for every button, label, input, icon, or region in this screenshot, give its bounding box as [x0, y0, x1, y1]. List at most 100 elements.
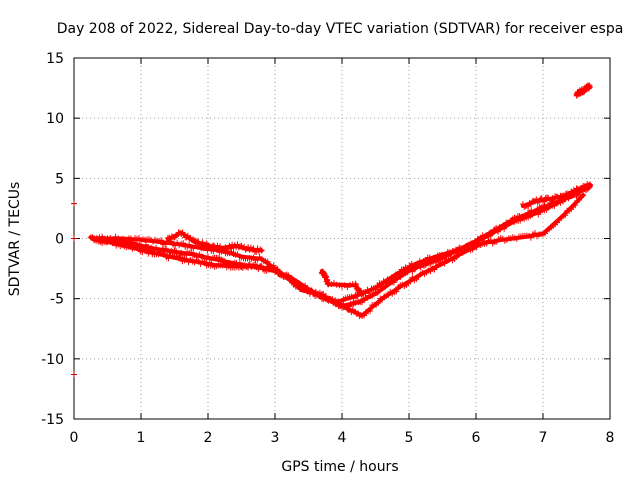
data-point: [541, 198, 548, 205]
x-tick-label: 2: [204, 430, 213, 446]
data-point: [521, 203, 528, 210]
data-point: [249, 246, 256, 253]
data-point: [221, 260, 228, 267]
data-point: [359, 290, 366, 297]
data-point: [230, 244, 237, 251]
data-point: [352, 280, 359, 287]
data-point: [531, 230, 538, 237]
data-point: [586, 181, 593, 188]
data-point: [469, 246, 476, 253]
data-point: [576, 186, 583, 193]
data-point: [393, 288, 400, 295]
series-track-g: [573, 82, 593, 99]
data-point: [427, 260, 434, 267]
data-point: [390, 279, 397, 286]
x-tick-label: 0: [70, 430, 79, 446]
series-track-e: [318, 268, 366, 298]
x-tick-label: 5: [405, 430, 414, 446]
data-point: [161, 250, 168, 257]
data-point: [347, 281, 354, 288]
x-tick-label: 7: [539, 430, 548, 446]
data-point: [501, 225, 508, 232]
data-point: [166, 234, 173, 241]
y-axis-label: SDTVAR / TECUs: [7, 182, 23, 297]
data-point: [158, 237, 165, 244]
y-tick-label: 5: [55, 171, 64, 187]
data-point: [165, 255, 172, 262]
data-point: [324, 296, 331, 303]
data-point: [109, 236, 116, 243]
data-point: [347, 305, 354, 312]
data-point: [487, 236, 494, 243]
y-tick-label: 0: [55, 232, 64, 248]
series-trace: [88, 183, 592, 308]
data-point: [205, 242, 211, 249]
data-point: [378, 281, 385, 288]
data-point: [375, 300, 382, 307]
data-point: [186, 241, 193, 248]
data-point: [527, 201, 534, 208]
x-tick-label: 6: [472, 430, 481, 446]
x-tick-label: 1: [137, 430, 146, 446]
data-point: [203, 240, 210, 247]
data-point: [557, 199, 564, 206]
data-point: [372, 286, 379, 293]
data-point: [495, 228, 502, 235]
data-point: [179, 229, 186, 236]
y-tick-label: 15: [46, 51, 64, 67]
data-point: [243, 245, 250, 252]
data-point: [422, 258, 429, 265]
x-tick-label: 4: [338, 430, 347, 446]
data-point: [572, 202, 579, 209]
outlier-point: [71, 200, 77, 207]
data-point: [214, 242, 221, 249]
data-point: [194, 238, 201, 245]
data-point: [367, 307, 374, 314]
outlier-point: [71, 235, 77, 242]
data-point: [192, 237, 199, 244]
data-point: [442, 252, 449, 259]
data-point: [226, 242, 233, 249]
data-point: [322, 293, 329, 300]
y-tick-label: -10: [41, 352, 64, 368]
data-point: [385, 292, 392, 299]
data-point: [201, 259, 208, 266]
data-point: [473, 244, 480, 251]
x-tick-labels: 0 1 2 3 4 5 6 7 8: [70, 430, 615, 446]
series-trace: [92, 193, 586, 318]
data-point: [353, 282, 360, 289]
data-point: [333, 281, 340, 288]
chart-title: Day 208 of 2022, Sidereal Day-to-day VTE…: [57, 21, 624, 37]
y-tick-label: 10: [46, 111, 64, 127]
outlier-points: [71, 200, 77, 378]
data-point: [548, 196, 555, 203]
series-track-d: [164, 229, 265, 256]
data-point: [473, 240, 479, 247]
data-point: [554, 193, 561, 200]
data-point: [199, 239, 206, 246]
data-point: [288, 277, 295, 284]
data-point: [489, 230, 496, 237]
x-axis-label: GPS time / hours: [281, 459, 398, 475]
series-track-b: [91, 192, 587, 320]
y-tick-label: -15: [41, 412, 64, 428]
grid-lines: [74, 58, 610, 419]
data-point: [270, 262, 277, 269]
data-point: [357, 287, 364, 294]
data-point: [264, 258, 271, 265]
series-track-f: [519, 180, 593, 210]
data-point: [580, 192, 587, 199]
data-point: [441, 260, 448, 267]
data-points: [71, 82, 593, 378]
data-point: [414, 262, 421, 269]
data-point: [517, 217, 524, 224]
data-point: [296, 280, 303, 287]
data-point: [93, 235, 100, 242]
data-point: [404, 267, 411, 274]
data-point: [188, 236, 195, 243]
data-point: [562, 212, 569, 219]
data-point: [253, 249, 260, 256]
data-point: [407, 278, 414, 285]
data-point: [537, 195, 544, 202]
